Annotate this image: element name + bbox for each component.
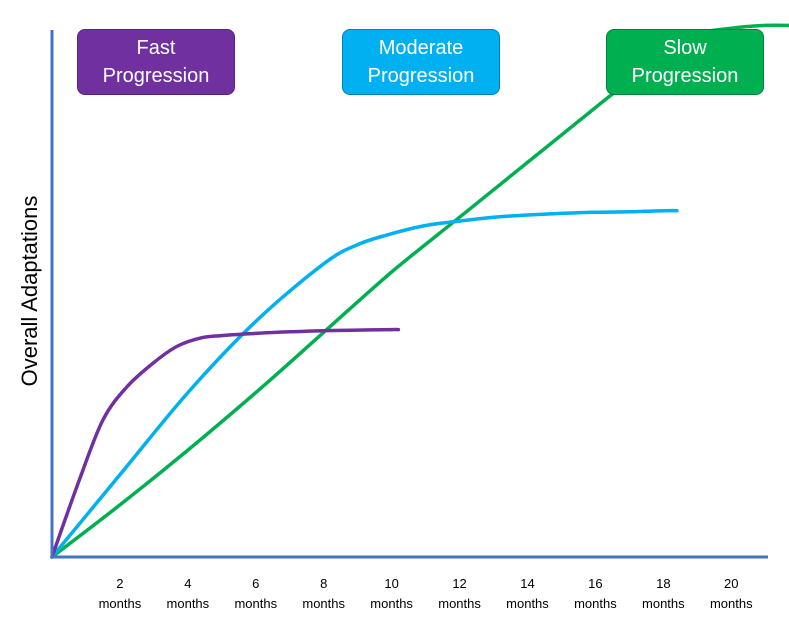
x-tick-label-10: 10 months	[370, 576, 413, 611]
x-tick-value: 20	[724, 576, 738, 591]
x-tick-label-20: 20 months	[710, 576, 753, 611]
x-tick-value: 2	[116, 576, 123, 591]
x-tick-value: 4	[184, 576, 191, 591]
x-tick-value: 10	[384, 576, 398, 591]
x-tick-value: 12	[452, 576, 466, 591]
x-tick-unit: months	[234, 596, 277, 611]
legend-moderate-progression-label: Moderate Progression	[367, 37, 475, 87]
x-tick-value: 6	[252, 576, 259, 591]
x-tick-label-6: 6 months	[234, 576, 277, 611]
x-tick-value: 14	[520, 576, 534, 591]
series-line-moderate-progression	[50, 208, 679, 559]
legend-fast-progression-label: Fast Progression	[102, 37, 210, 87]
legend-fast-progression: Fast Progression	[77, 29, 235, 95]
x-tick-unit: months	[302, 596, 345, 611]
x-tick-label-16: 16 months	[574, 576, 617, 611]
x-tick-value: 16	[588, 576, 602, 591]
series-line-fast-progression	[50, 327, 401, 559]
x-tick-value: 8	[320, 576, 327, 591]
x-tick-unit: months	[438, 596, 481, 611]
x-tick-unit: months	[506, 596, 549, 611]
legend-slow-progression: Slow Progression	[606, 29, 764, 95]
x-tick-labels: 2 months 4 months 6 months 8 months 10 months 12 mo…	[99, 576, 753, 611]
x-tick-unit: months	[710, 596, 753, 611]
x-tick-label-18: 18 months	[642, 576, 685, 611]
legend-slow-progression-label: Slow Progression	[631, 37, 739, 87]
x-tick-label-12: 12 months	[438, 576, 481, 611]
x-tick-label-8: 8 months	[302, 576, 345, 611]
x-tick-label-4: 4 months	[167, 576, 210, 611]
x-tick-unit: months	[370, 596, 413, 611]
legend-moderate-progression: Moderate Progression	[342, 29, 500, 95]
series-line-slow-progression	[50, 23, 789, 559]
x-tick-label-14: 14 months	[506, 576, 549, 611]
x-tick-label-2: 2 months	[99, 576, 142, 611]
x-tick-unit: months	[642, 596, 685, 611]
x-tick-unit: months	[167, 596, 210, 611]
x-tick-unit: months	[574, 596, 617, 611]
y-axis-label: Overall Adaptations	[17, 195, 42, 387]
series-layer	[50, 23, 789, 559]
x-tick-value: 18	[656, 576, 670, 591]
x-tick-unit: months	[99, 596, 142, 611]
